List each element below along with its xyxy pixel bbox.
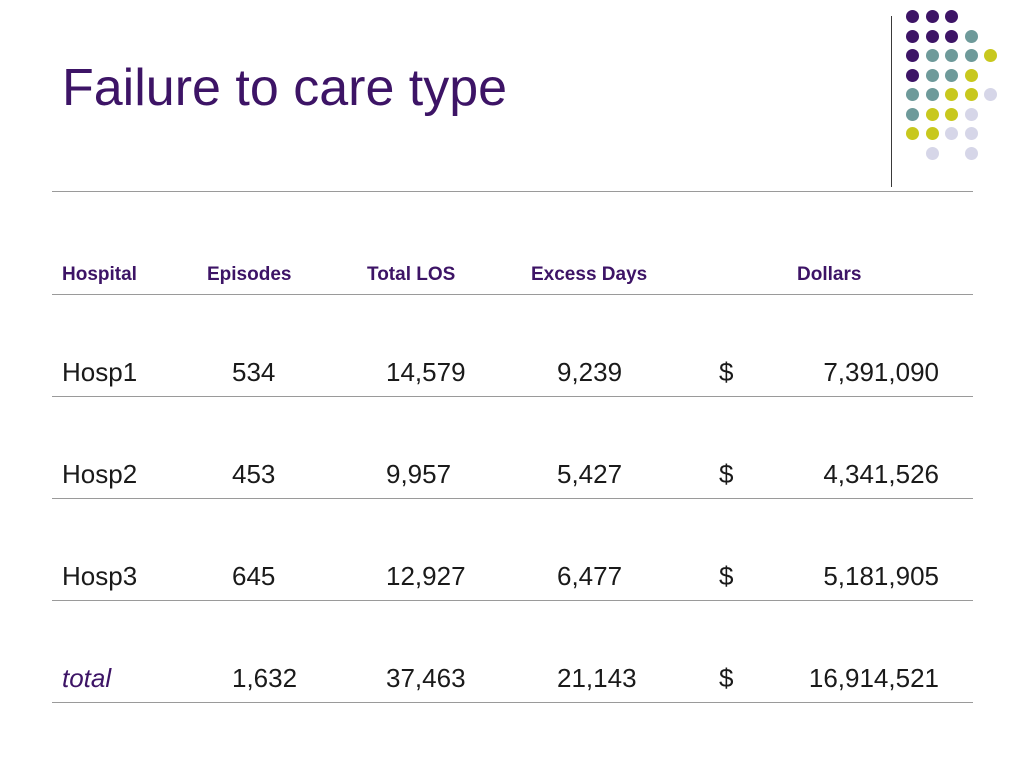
cell-episodes: 1,632	[232, 663, 298, 693]
decorative-dot	[945, 49, 958, 62]
table-total-row: total 1,632 37,463 21,143 $ 16,914,521	[52, 601, 973, 703]
header-hospital: Hospital	[62, 264, 137, 285]
cell-dollars: 4,341,526	[823, 459, 939, 489]
cell-currency: $	[719, 561, 734, 591]
decorative-dot	[906, 10, 919, 23]
decorative-dot	[906, 29, 919, 43]
cell-total-label: total	[62, 663, 112, 693]
decorative-dot	[984, 88, 997, 101]
table-row: Hosp1 534 14,579 9,239 $ 7,391,090	[52, 295, 973, 397]
cell-excess-days: 21,143	[557, 663, 637, 693]
decorative-dot	[925, 29, 939, 43]
decorative-dot	[906, 49, 919, 62]
cell-total-los: 9,957	[386, 459, 452, 489]
decorative-dot	[925, 10, 939, 23]
decorative-dot	[964, 107, 978, 121]
decorative-dot	[964, 146, 978, 160]
decorative-dot	[964, 29, 978, 43]
decorative-dot	[925, 68, 939, 82]
cell-excess-days: 5,427	[557, 459, 623, 489]
cell-episodes: 645	[232, 561, 276, 591]
cell-dollars: 5,181,905	[823, 561, 939, 591]
decorative-dot	[925, 88, 939, 101]
decorative-dot	[925, 146, 939, 160]
cell-dollars: 7,391,090	[823, 357, 939, 387]
header-excess-days: Excess Days	[531, 264, 648, 285]
decorative-dot	[906, 88, 919, 101]
cell-currency: $	[719, 459, 734, 489]
table-header-row: Hospital Episodes Total LOS Excess Days …	[52, 244, 973, 295]
decorative-dot	[964, 49, 978, 62]
decorative-dot	[945, 88, 958, 101]
table-row: Hosp2 453 9,957 5,427 $ 4,341,526	[52, 397, 973, 499]
cell-hospital: Hosp3	[62, 561, 138, 591]
decorative-dot	[925, 49, 939, 62]
cell-hospital: Hosp1	[62, 357, 138, 387]
cell-hospital: Hosp2	[62, 459, 138, 489]
decorative-dot	[964, 127, 978, 140]
title-divider	[52, 191, 973, 192]
decorative-dot-grid	[906, 10, 1006, 170]
cell-episodes: 534	[232, 357, 276, 387]
cell-currency: $	[719, 357, 734, 387]
decorative-dot	[906, 127, 919, 140]
decorative-dot	[945, 68, 958, 82]
slide-title: Failure to care type	[62, 59, 508, 117]
vertical-divider	[891, 16, 892, 187]
cell-total-los: 12,927	[386, 561, 466, 591]
cell-episodes: 453	[232, 459, 276, 489]
cell-dollars: 16,914,521	[808, 663, 939, 693]
decorative-dot	[964, 88, 978, 101]
header-total-los: Total LOS	[367, 264, 456, 285]
cell-total-los: 14,579	[386, 357, 466, 387]
decorative-dot	[925, 107, 939, 121]
header-dollars: Dollars	[797, 264, 862, 285]
failure-to-care-table: Hospital Episodes Total LOS Excess Days …	[52, 244, 973, 703]
decorative-dot	[925, 127, 939, 140]
cell-excess-days: 6,477	[557, 561, 623, 591]
decorative-dot	[945, 127, 958, 140]
table-row: Hosp3 645 12,927 6,477 $ 5,181,905	[52, 499, 973, 601]
cell-currency: $	[719, 663, 734, 693]
cell-excess-days: 9,239	[557, 357, 623, 387]
cell-total-los: 37,463	[386, 663, 466, 693]
header-episodes: Episodes	[207, 264, 292, 285]
decorative-dot	[984, 49, 997, 62]
decorative-dot	[945, 29, 958, 43]
decorative-dot	[906, 68, 919, 82]
decorative-dot	[906, 107, 919, 121]
decorative-dot	[945, 107, 958, 121]
decorative-dot	[964, 68, 978, 82]
decorative-dot	[945, 10, 958, 23]
